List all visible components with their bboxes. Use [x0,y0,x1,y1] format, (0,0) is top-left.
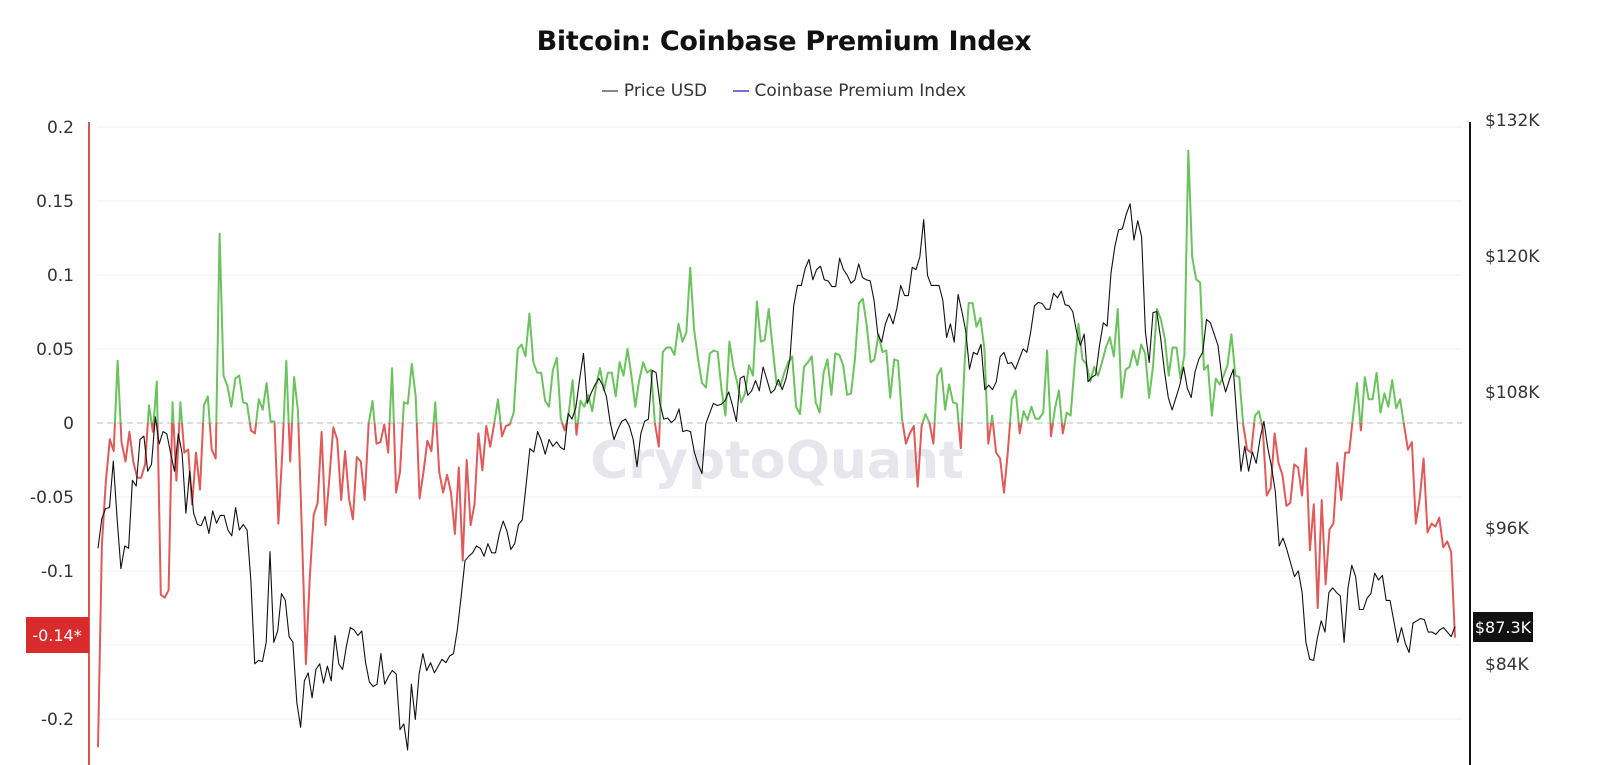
legend-swatch-premium [732,90,749,92]
left-tick-label: -0.1 [41,562,74,582]
left-tick-label: 0.1 [47,266,74,286]
left-tick-label: 0 [63,414,74,434]
legend: Price USD Coinbase Premium Index [0,77,1568,101]
legend-label-premium: Coinbase Premium Index [754,81,967,101]
price-line [97,203,1456,751]
right-tick-label: $132K [1485,111,1540,131]
left-tick-label: 0.2 [47,118,74,138]
watermark: CryptoQuant [590,431,964,491]
left-tick-label: 0.05 [36,340,74,360]
left-tick-label: 0.15 [36,192,74,212]
left-tick-label: -0.05 [30,488,74,508]
premium-line-positive [113,149,1405,423]
legend-item-premium[interactable]: Coinbase Premium Index [732,81,967,101]
left-tick-label: -0.2 [41,710,74,730]
current-premium-label: -0.14* [32,626,81,645]
right-tick-label: $120K [1485,247,1540,267]
right-tick-label: $96K [1485,519,1529,539]
chart-title: Bitcoin: Coinbase Premium Index [536,26,1032,57]
right-tick-label: $108K [1485,383,1540,403]
current-premium-badge: -0.14* [26,617,89,653]
premium-line-negative [97,423,1456,748]
current-price-badge: $87.3K [1473,612,1533,642]
gridlines [97,126,1462,720]
legend-label-price: Price USD [623,81,708,101]
current-price-label: $87.3K [1475,618,1532,637]
legend-swatch-price [601,90,618,92]
legend-item-price[interactable]: Price USD [601,81,708,101]
right-tick-label: $84K [1485,655,1529,675]
